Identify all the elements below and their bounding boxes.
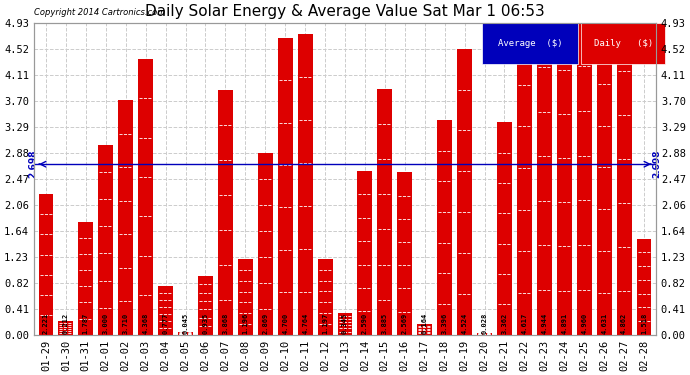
Bar <box>277 38 293 335</box>
Text: 4.944: 4.944 <box>542 313 547 334</box>
Bar <box>397 172 413 335</box>
Text: Daily   ($): Daily ($) <box>594 39 653 48</box>
Text: 4.617: 4.617 <box>522 313 527 334</box>
Bar <box>377 89 393 335</box>
Text: 3.000: 3.000 <box>103 313 109 334</box>
Text: 4.368: 4.368 <box>143 313 148 334</box>
Text: Average  ($): Average ($) <box>497 39 562 48</box>
Text: 1.197: 1.197 <box>322 313 328 334</box>
Bar <box>79 222 93 335</box>
Bar <box>297 34 313 335</box>
Text: 2.221: 2.221 <box>43 313 49 334</box>
Bar <box>39 194 53 335</box>
Bar <box>258 153 273 335</box>
Bar <box>59 321 73 335</box>
FancyBboxPatch shape <box>582 23 665 64</box>
Bar <box>98 145 113 335</box>
Text: 0.935: 0.935 <box>202 313 208 334</box>
Text: 2.869: 2.869 <box>262 313 268 334</box>
Title: Daily Solar Energy & Average Value Sat Mar 1 06:53: Daily Solar Energy & Average Value Sat M… <box>145 4 545 19</box>
Bar <box>617 27 631 335</box>
Text: 4.960: 4.960 <box>581 313 587 334</box>
Bar <box>637 239 651 335</box>
Text: 1.787: 1.787 <box>83 313 89 334</box>
Text: 3.868: 3.868 <box>222 313 228 334</box>
Text: Copyright 2014 Cartronics.com: Copyright 2014 Cartronics.com <box>34 8 166 17</box>
Text: 3.362: 3.362 <box>502 313 507 334</box>
Text: 3.885: 3.885 <box>382 313 388 334</box>
Bar <box>477 333 492 335</box>
Text: 0.777: 0.777 <box>163 313 168 334</box>
Text: 0.028: 0.028 <box>482 313 488 334</box>
Text: 2.590: 2.590 <box>362 313 368 334</box>
Bar <box>537 22 552 335</box>
Text: 4.631: 4.631 <box>601 313 607 334</box>
Bar <box>178 332 193 335</box>
Text: 4.862: 4.862 <box>621 313 627 334</box>
Text: 2.698: 2.698 <box>28 150 37 178</box>
Bar <box>577 21 592 335</box>
Bar <box>118 100 133 335</box>
Text: 4.891: 4.891 <box>561 313 567 334</box>
Text: 1.518: 1.518 <box>641 313 647 334</box>
Bar <box>317 259 333 335</box>
Text: 1.196: 1.196 <box>242 313 248 334</box>
Text: 2.569: 2.569 <box>402 313 408 334</box>
Bar <box>357 171 373 335</box>
Text: 4.700: 4.700 <box>282 313 288 334</box>
Text: 4.524: 4.524 <box>462 313 468 334</box>
Bar <box>158 286 173 335</box>
Bar <box>517 43 532 335</box>
Bar <box>557 26 572 335</box>
Bar <box>437 120 452 335</box>
Text: 0.212: 0.212 <box>63 313 69 334</box>
Bar <box>417 324 432 335</box>
Text: 0.345: 0.345 <box>342 313 348 334</box>
Text: 0.045: 0.045 <box>183 313 188 334</box>
Text: 0.164: 0.164 <box>422 313 428 334</box>
Bar <box>597 42 611 335</box>
Bar <box>218 90 233 335</box>
Bar <box>138 58 153 335</box>
Text: 3.710: 3.710 <box>123 313 129 334</box>
Bar <box>198 276 213 335</box>
Text: 4.764: 4.764 <box>302 313 308 334</box>
Bar <box>238 259 253 335</box>
Text: 2.698: 2.698 <box>653 150 662 178</box>
Bar <box>337 313 353 335</box>
Bar <box>497 122 512 335</box>
Bar <box>457 49 472 335</box>
Text: 3.396: 3.396 <box>442 313 448 334</box>
FancyBboxPatch shape <box>482 23 578 64</box>
